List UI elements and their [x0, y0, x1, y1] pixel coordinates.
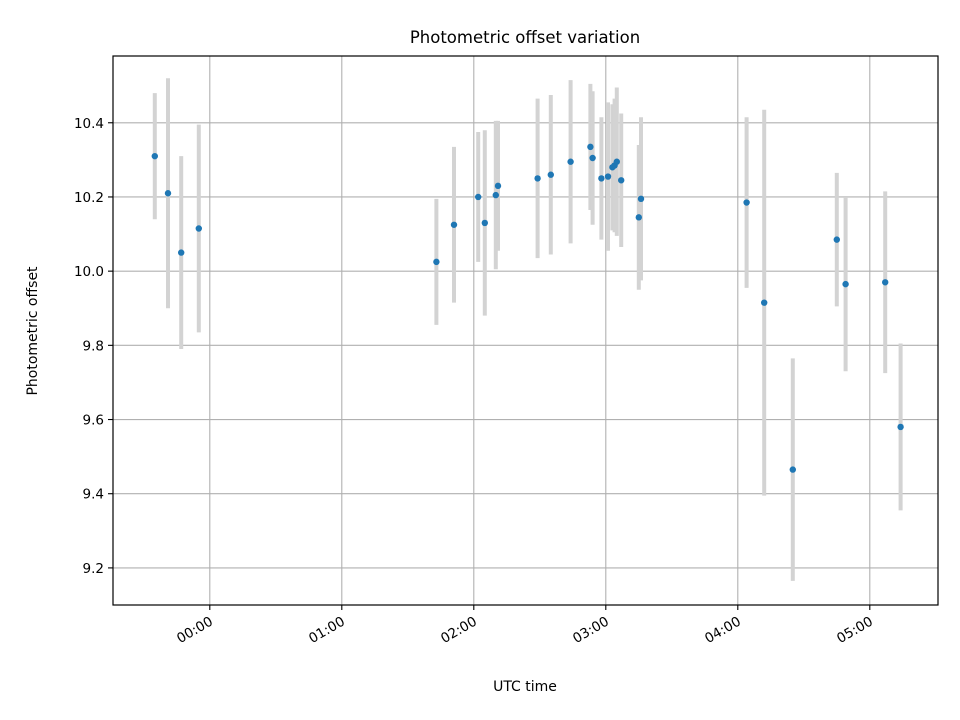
- data-point: [587, 143, 594, 151]
- y-tick-label: 9.6: [83, 413, 104, 429]
- data-point: [789, 466, 796, 473]
- data-point: [547, 171, 554, 178]
- data-point: [475, 193, 482, 201]
- data-point: [492, 191, 499, 199]
- data-point: [450, 221, 458, 228]
- y-tick-label: 10.0: [74, 264, 104, 280]
- y-tick-label: 10.4: [74, 116, 104, 132]
- data-point: [842, 280, 849, 288]
- y-tick-label: 10.2: [74, 190, 104, 206]
- y-tick-label: 9.4: [83, 487, 104, 503]
- data-point: [534, 175, 541, 182]
- data-point: [433, 258, 440, 266]
- data-point: [178, 249, 185, 256]
- x-axis-label: UTC time: [493, 679, 557, 695]
- data-point: [637, 195, 645, 203]
- data-point: [897, 423, 904, 431]
- grid: [113, 56, 938, 605]
- chart-title: Photometric offset variation: [410, 28, 640, 47]
- data-point: [635, 214, 642, 221]
- data-point: [613, 158, 620, 165]
- data-point: [195, 225, 202, 232]
- plot-frame: [112, 55, 939, 606]
- data-point: [494, 182, 502, 190]
- y-tick-label: 9.2: [83, 561, 104, 577]
- data-point: [598, 175, 605, 182]
- data-point: [589, 154, 596, 162]
- data-point: [151, 152, 158, 160]
- data-point: [164, 190, 172, 197]
- y-tick-label: 9.8: [83, 338, 104, 354]
- data-point: [618, 177, 625, 184]
- data-point: [761, 299, 768, 306]
- y-axis: 9.2 9.4 9.6 9.8 10.0 10.2 10.4: [74, 116, 113, 577]
- data-point: [882, 279, 889, 286]
- y-axis-label: Photometric offset: [25, 266, 41, 396]
- data-point: [833, 236, 840, 243]
- data-point: [604, 173, 612, 180]
- data-point: [567, 158, 574, 165]
- data-points: [151, 143, 904, 473]
- data-point: [481, 219, 488, 227]
- data-point: [743, 199, 750, 206]
